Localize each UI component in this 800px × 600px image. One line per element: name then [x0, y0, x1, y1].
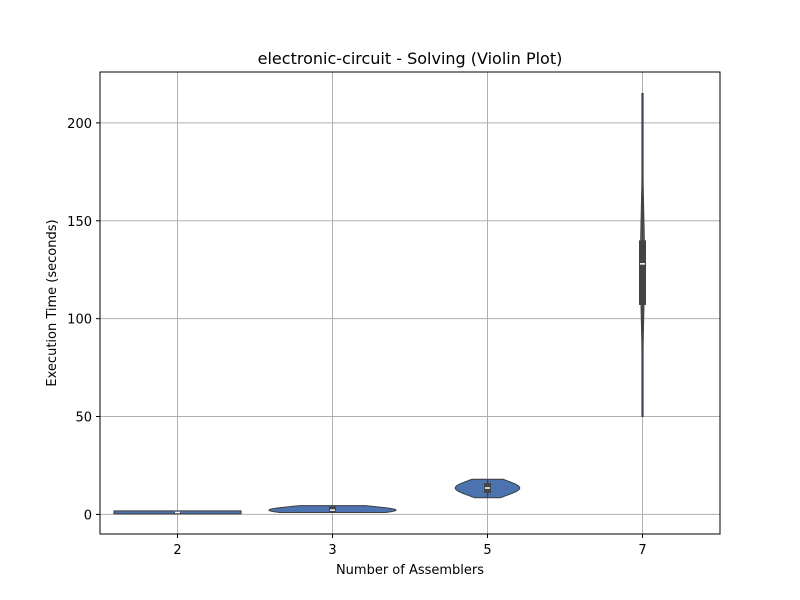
x-tick-label: 2	[173, 543, 181, 558]
y-ticks: 0 50 100 150 200	[67, 117, 100, 523]
violin-box	[174, 512, 181, 515]
y-tick-label: 150	[67, 215, 92, 230]
y-tick-label: 100	[67, 313, 92, 328]
violins	[113, 93, 646, 515]
y-tick-label: 50	[75, 411, 92, 426]
y-tick-label: 200	[67, 117, 92, 132]
chart-title: electronic-circuit - Solving (Violin Plo…	[258, 49, 563, 68]
x-tick-label: 7	[638, 543, 646, 558]
violin-box	[329, 506, 336, 512]
x-axis-title: Number of Assemblers	[336, 563, 484, 578]
y-axis-title: Execution Time (seconds)	[45, 219, 60, 386]
x-tick-label: 3	[328, 543, 336, 558]
plot-frame	[99, 71, 721, 535]
y-tick-label: 0	[84, 508, 92, 523]
plot-area	[100, 72, 720, 534]
violin-box	[639, 240, 646, 305]
x-tick-label: 5	[483, 543, 491, 558]
x-ticks: 2 3 5 7	[173, 534, 647, 558]
